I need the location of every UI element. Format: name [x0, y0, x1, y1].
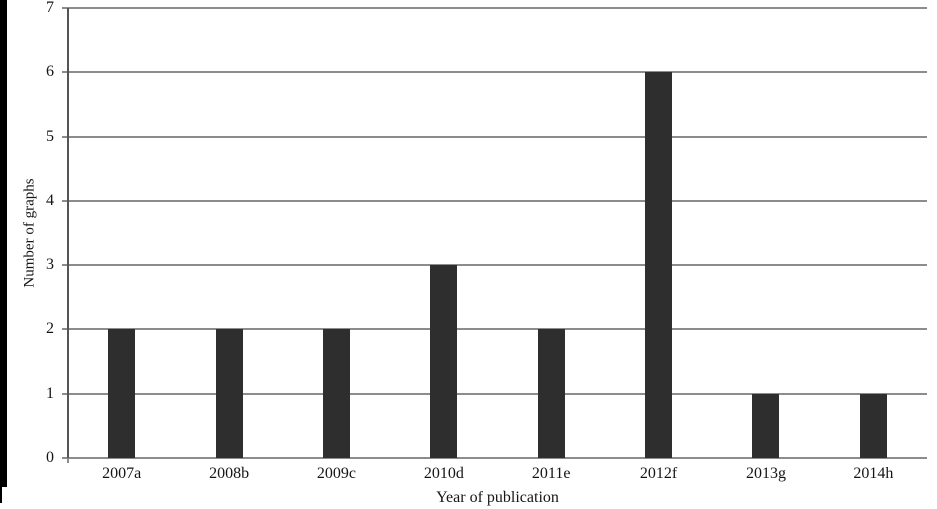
y-tick-label-4: 4	[46, 191, 54, 209]
x-axis-title: Year of publication	[436, 489, 559, 506]
bar-2011e	[537, 329, 565, 458]
y-tick-label-2: 2	[46, 320, 54, 338]
x-tick-label-2010d: 2010d	[423, 465, 464, 482]
gridline-y-1	[62, 392, 927, 395]
gridline-y-2	[62, 328, 927, 331]
y-tick-label-6: 6	[46, 63, 54, 81]
x-tick-label-2009c: 2009c	[316, 465, 356, 482]
bar-2009c	[322, 329, 350, 458]
gridline-y-0	[62, 457, 927, 459]
plot-area	[62, 7, 927, 463]
x-tick-label-2008b: 2008b	[209, 465, 250, 482]
x-tick-label-2013g: 2013g	[745, 465, 786, 482]
y-tick-label-0: 0	[46, 449, 54, 466]
bar-2007a	[108, 329, 136, 458]
scan-edge-artifact	[0, 0, 7, 487]
y-tick-label-5: 5	[46, 127, 54, 145]
gridline-y-3	[62, 264, 927, 267]
y-tick-label-3: 3	[46, 256, 54, 274]
gridline-y-7	[62, 7, 927, 9]
y-tick-label-7: 7	[46, 0, 54, 16]
bar-2013g	[752, 393, 780, 458]
x-tick-label-2011e: 2011e	[531, 465, 571, 482]
bar-2010d	[430, 265, 458, 458]
bar-2014h	[859, 393, 887, 458]
y-tick-label-1: 1	[46, 384, 54, 402]
bar-2008b	[215, 329, 243, 458]
x-tick-label-2014h: 2014h	[853, 465, 894, 482]
y-axis-line	[67, 8, 69, 463]
bar-2012f	[645, 72, 673, 458]
x-axis-origin-tick	[67, 458, 69, 463]
x-tick-label-2007a: 2007a	[102, 465, 142, 482]
scan-edge-artifact-sliver	[0, 487, 2, 503]
x-tick-label-2012f: 2012f	[639, 465, 678, 482]
gridline-y-5	[62, 135, 927, 138]
gridline-y-6	[62, 71, 927, 74]
gridline-y-4	[62, 199, 927, 202]
